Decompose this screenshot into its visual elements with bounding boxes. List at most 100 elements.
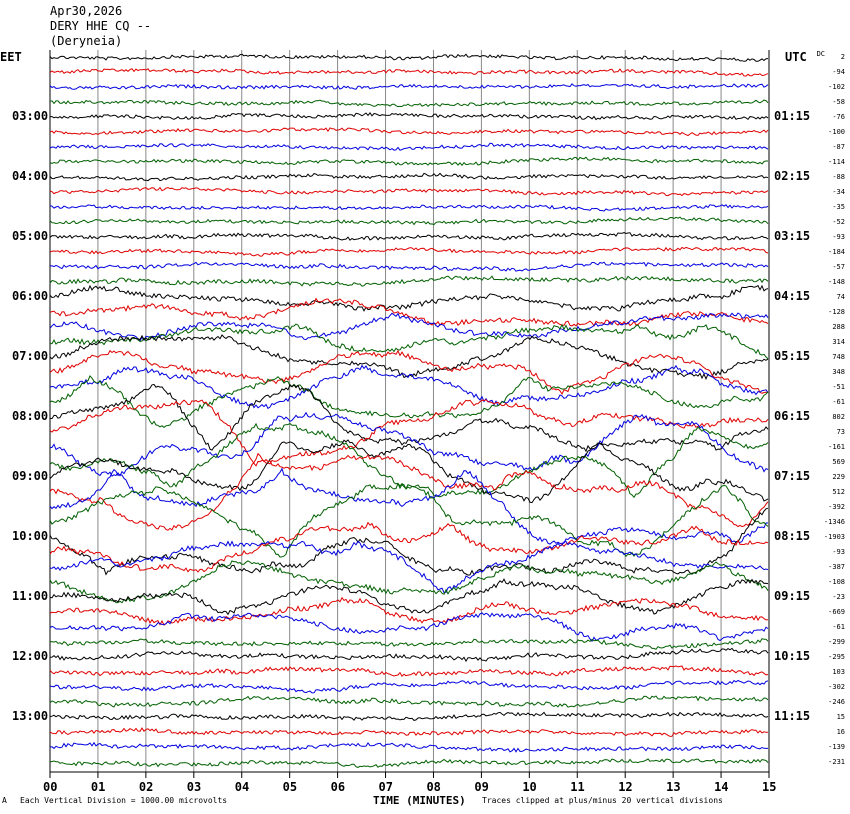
left-hour-label: 11:00 bbox=[12, 589, 49, 603]
dc-offset-label: -299 bbox=[828, 638, 845, 646]
x-tick-label: 01 bbox=[90, 780, 106, 794]
dc-offset-label: 229 bbox=[832, 473, 845, 481]
chart-date: Apr30,2026 bbox=[50, 4, 123, 18]
trace-16 bbox=[49, 284, 769, 312]
corner-mark: A bbox=[2, 796, 7, 805]
x-tick-label: 07 bbox=[378, 780, 393, 794]
dc-offset-label: -231 bbox=[828, 758, 845, 766]
trace-41 bbox=[49, 665, 769, 678]
x-tick-marks bbox=[49, 771, 770, 778]
dc-offset-label: -1346 bbox=[823, 518, 845, 526]
trace-39 bbox=[49, 638, 769, 650]
dc-offset-label: -139 bbox=[828, 743, 845, 751]
trace-5 bbox=[49, 127, 769, 137]
x-tick-label: 08 bbox=[426, 780, 441, 794]
trace-12 bbox=[49, 232, 769, 241]
trace-45 bbox=[49, 727, 769, 737]
dc-offset-label: -61 bbox=[832, 623, 845, 631]
dc-offset-label: -58 bbox=[832, 98, 845, 106]
x-tick-label: 10 bbox=[522, 780, 537, 794]
left-hour-label: 12:00 bbox=[12, 649, 49, 663]
station-code: DERY HHE CQ -- bbox=[50, 19, 152, 33]
trace-29 bbox=[49, 452, 769, 531]
trace-33 bbox=[49, 521, 769, 573]
left-hour-label: 06:00 bbox=[12, 289, 49, 303]
trace-10 bbox=[49, 204, 769, 212]
dc-offset-label: 288 bbox=[832, 323, 845, 331]
trace-35 bbox=[49, 560, 769, 604]
x-axis-title: TIME (MINUTES) bbox=[373, 794, 466, 807]
x-tick-label: 05 bbox=[282, 780, 298, 794]
left-hour-label: 10:00 bbox=[12, 529, 49, 543]
dc-offset-label: -87 bbox=[832, 143, 845, 151]
trace-34 bbox=[49, 540, 769, 594]
right-hour-label: 09:15 bbox=[774, 589, 811, 603]
dc-offset-label: -392 bbox=[828, 503, 845, 511]
trace-37 bbox=[49, 596, 769, 626]
right-hour-label: 11:15 bbox=[774, 709, 811, 723]
right-hour-label: 01:15 bbox=[774, 109, 811, 123]
right-hour-label: 10:15 bbox=[774, 649, 811, 663]
dc-offset-label: -669 bbox=[828, 608, 845, 616]
dc-offset-label: -34 bbox=[832, 188, 845, 196]
left-hour-label: 05:00 bbox=[12, 229, 49, 243]
trace-6 bbox=[49, 142, 769, 151]
trace-0 bbox=[49, 53, 769, 62]
dc-offset-label: -93 bbox=[832, 233, 845, 241]
x-tick-label: 04 bbox=[234, 780, 250, 794]
dc-offset-label: -184 bbox=[828, 248, 845, 256]
trace-23 bbox=[49, 374, 769, 429]
trace-30 bbox=[49, 467, 769, 545]
dc-offset-label: -61 bbox=[832, 398, 845, 406]
x-tick-label: 03 bbox=[186, 780, 202, 794]
right-hour-label: 07:15 bbox=[774, 469, 811, 483]
trace-47 bbox=[49, 758, 769, 768]
trace-40 bbox=[49, 647, 769, 663]
trace-38 bbox=[49, 612, 769, 643]
x-tick-label: 14 bbox=[714, 780, 729, 794]
dc-offset-label: -128 bbox=[828, 308, 845, 316]
left-hour-label: 03:00 bbox=[12, 109, 49, 123]
dc-offset-label: -76 bbox=[832, 113, 845, 121]
trace-31 bbox=[49, 482, 769, 558]
dc-offset-label: 103 bbox=[832, 668, 845, 676]
trace-2 bbox=[49, 83, 769, 90]
x-tick-label: 15 bbox=[762, 780, 777, 794]
trace-22 bbox=[49, 364, 769, 410]
seismic-traces bbox=[49, 53, 769, 768]
dc-offset-label: -295 bbox=[828, 653, 845, 661]
dc-offset-label: -161 bbox=[828, 443, 845, 451]
left-hour-label: 07:00 bbox=[12, 349, 49, 363]
dc-offset-label: 74 bbox=[836, 293, 845, 301]
trace-1 bbox=[49, 68, 769, 77]
dc-offset-label: -1903 bbox=[823, 533, 845, 541]
dc-offset-label: 748 bbox=[832, 353, 845, 361]
x-tick-label: 11 bbox=[570, 780, 585, 794]
trace-28 bbox=[49, 439, 769, 504]
timezone-left: EET bbox=[0, 50, 22, 64]
left-hour-label: 13:00 bbox=[12, 709, 49, 723]
x-tick-label: 09 bbox=[474, 780, 489, 794]
trace-36 bbox=[49, 578, 769, 616]
trace-14 bbox=[49, 261, 769, 272]
left-hour-label: 09:00 bbox=[12, 469, 49, 483]
x-tick-label: 02 bbox=[138, 780, 154, 794]
x-tick-label: 13 bbox=[666, 780, 681, 794]
trace-24 bbox=[49, 383, 769, 453]
trace-43 bbox=[49, 695, 769, 708]
dc-offset-label: -246 bbox=[828, 698, 845, 706]
trace-44 bbox=[49, 711, 769, 721]
right-hour-label: 04:15 bbox=[774, 289, 811, 303]
dc-header: DC bbox=[816, 50, 825, 58]
right-hour-label: 03:15 bbox=[774, 229, 811, 243]
trace-17 bbox=[49, 297, 769, 327]
dc-offset-label: -302 bbox=[828, 683, 845, 691]
dc-offset-label: -100 bbox=[828, 128, 845, 136]
trace-42 bbox=[49, 679, 769, 694]
trace-11 bbox=[49, 216, 769, 226]
dc-offset-label: -114 bbox=[828, 158, 845, 166]
left-hour-label: 04:00 bbox=[12, 169, 49, 183]
trace-18 bbox=[49, 312, 769, 342]
station-location: (Deryneia) bbox=[50, 34, 123, 48]
